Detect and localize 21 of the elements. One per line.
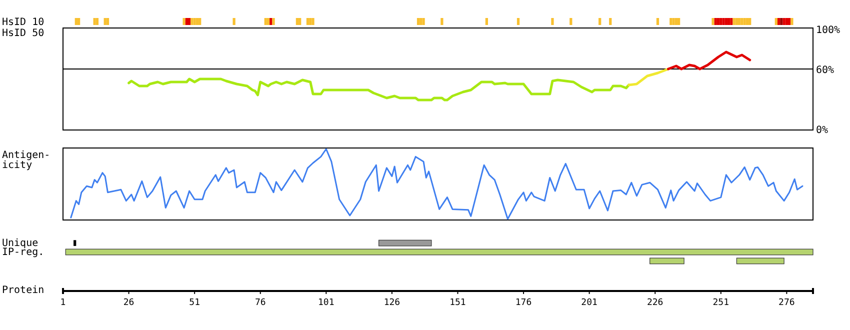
x-tick-label: 101 [318, 298, 334, 308]
y-tick-label: 100% [816, 25, 840, 36]
x-tick-label: 176 [515, 298, 532, 308]
x-tick-label: 251 [712, 298, 730, 308]
x-tick-label: 1 [60, 298, 66, 308]
y-tick-label: Unique [2, 238, 38, 250]
y-tick-label: 0% [816, 125, 828, 136]
x-tick-label: 201 [581, 298, 598, 308]
x-tick-label: 276 [778, 298, 795, 308]
y-axis-title: HsID 10 [2, 17, 44, 28]
x-axis-title: Protein [2, 285, 44, 296]
y-axis-title: Antigen- icity [2, 150, 50, 171]
y-tick-label: IP-reg. [2, 247, 44, 258]
x-tick-label: 26 [123, 298, 134, 308]
x-tick-label: 76 [254, 298, 266, 308]
x-tick-label: 226 [646, 298, 664, 308]
x-tick-label: 51 [189, 298, 200, 308]
x-tick-label: 126 [384, 298, 400, 308]
x-tick-label: 151 [450, 298, 466, 308]
y-axis-title: HsID 50 [2, 28, 44, 39]
y-tick-label: 60% [816, 65, 834, 76]
